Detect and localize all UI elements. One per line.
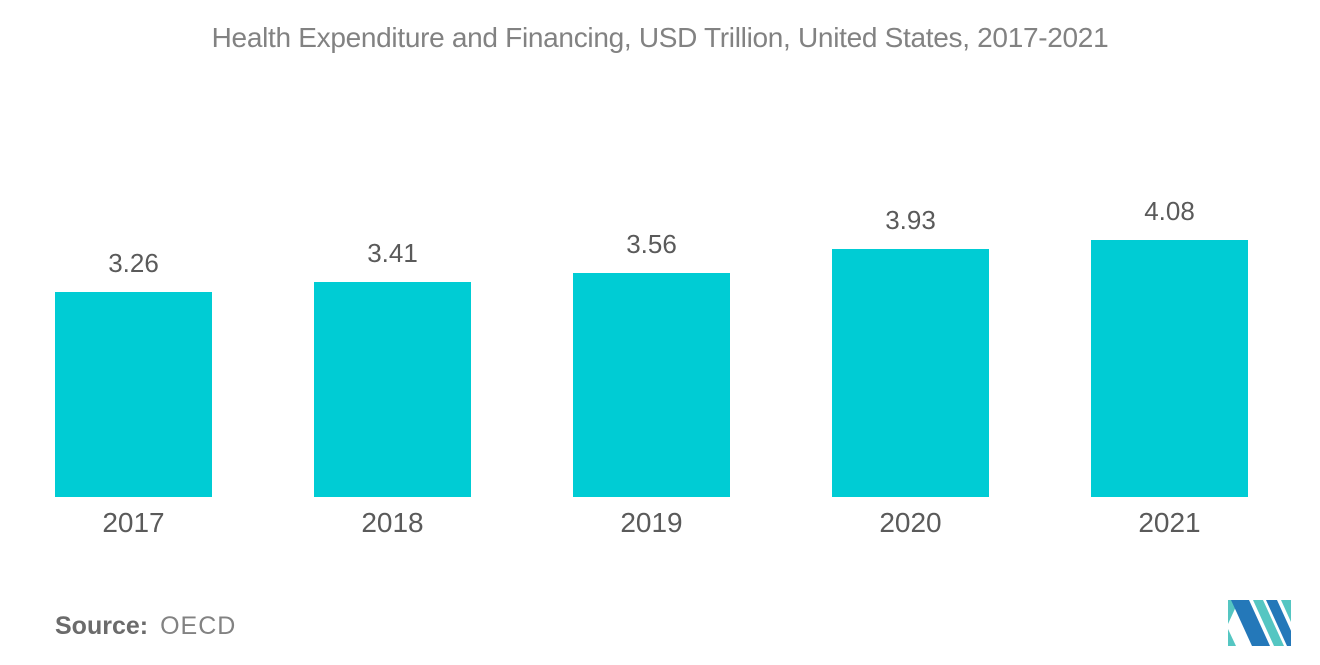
x-axis-label: 2020 [879,507,942,538]
mordor-intelligence-logo [1228,600,1291,646]
bar-column: 3.41 2018 [314,0,471,537]
bar-value-label: 4.08 [1144,196,1195,226]
bar-column: 3.93 2020 [832,0,989,537]
bar-2020 [832,249,989,497]
source-label: Source: [55,612,149,640]
bar-value-label: 3.26 [108,248,159,278]
bar-column: 3.56 2019 [573,0,730,537]
bar-column: 3.26 2017 [55,0,212,537]
bar-stack: 3.56 [573,0,730,497]
x-axis-label: 2019 [620,507,683,538]
x-axis-label: 2021 [1138,507,1201,538]
bar-2017 [55,292,212,497]
source-value: OECD [160,612,237,640]
chart-title: Health Expenditure and Financing, USD Tr… [211,22,1109,53]
bar-2019 [573,273,730,497]
bar-2021 [1091,240,1248,497]
bar-value-label: 3.93 [885,205,936,235]
bar-stack: 3.41 [314,0,471,497]
x-axis-label: 2018 [361,507,424,538]
bar-value-label: 3.56 [626,229,677,259]
bar-2018 [314,282,471,497]
bar-column: 4.08 2021 [1091,0,1248,537]
x-axis-label: 2017 [102,507,165,538]
bar-value-label: 3.41 [367,238,418,268]
plot-area: 3.26 2017 3.41 2018 3.56 2019 3.93 2020 … [55,0,1248,537]
bar-stack: 4.08 [1091,0,1248,497]
bar-stack: 3.93 [832,0,989,497]
source-row: Source: OECD [55,612,236,641]
bar-stack: 3.26 [55,0,212,497]
